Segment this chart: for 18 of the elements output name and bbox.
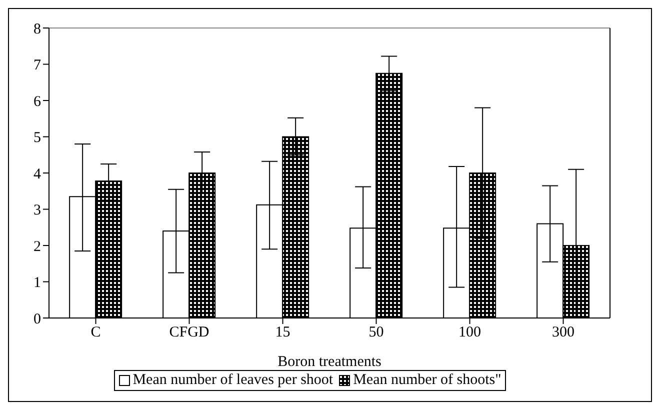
x-axis-title: Boron treatments: [278, 354, 382, 370]
y-tick-label: 2: [34, 238, 41, 255]
x-tick-label: 15: [275, 324, 290, 341]
legend-label: Mean number of shoots": [352, 372, 502, 389]
y-tick-label: 5: [34, 130, 41, 146]
y-tick-label: 4: [34, 166, 42, 182]
x-tick-label: 50: [368, 324, 384, 341]
y-tick-label: 7: [34, 58, 42, 74]
y-tick-label: 0: [34, 311, 41, 328]
y-tick-label: 8: [34, 21, 41, 38]
y-tick-label: 6: [34, 94, 42, 110]
x-tick-label: 300: [552, 324, 574, 341]
x-tick-label: 100: [458, 324, 481, 341]
y-tick-label: 3: [34, 202, 41, 219]
x-tick-label: C: [90, 324, 101, 341]
y-tick-label: 1: [34, 275, 41, 292]
x-tick-label: CFGD: [169, 324, 210, 341]
legend-label: Mean number of leaves per shoot: [132, 372, 334, 389]
